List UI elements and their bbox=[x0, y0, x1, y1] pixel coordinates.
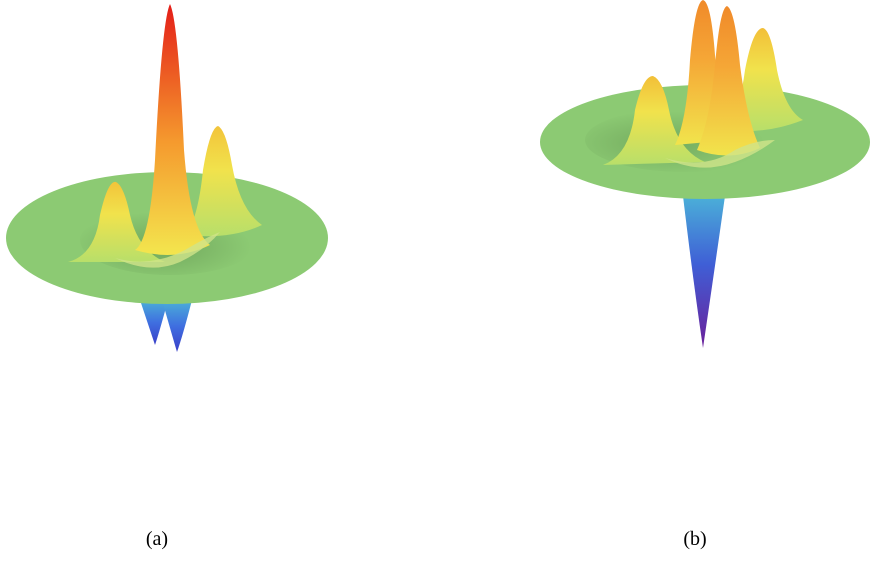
surface-plot-b-graphic bbox=[540, 0, 870, 348]
caption-a: (a) bbox=[145, 528, 169, 550]
peak-b-center-right bbox=[697, 6, 760, 156]
peak-a-right bbox=[185, 126, 262, 237]
peak-a-left bbox=[68, 181, 165, 262]
trough-a-right bbox=[162, 300, 192, 352]
peak-a-center bbox=[135, 4, 210, 255]
caption-b: (b) bbox=[683, 528, 707, 550]
surface-plot-a-graphic bbox=[6, 4, 328, 352]
trough-a-left bbox=[140, 300, 168, 345]
surface-plot-b bbox=[435, 0, 870, 564]
trough-b bbox=[683, 196, 725, 348]
surface-plot-a bbox=[6, 4, 328, 352]
